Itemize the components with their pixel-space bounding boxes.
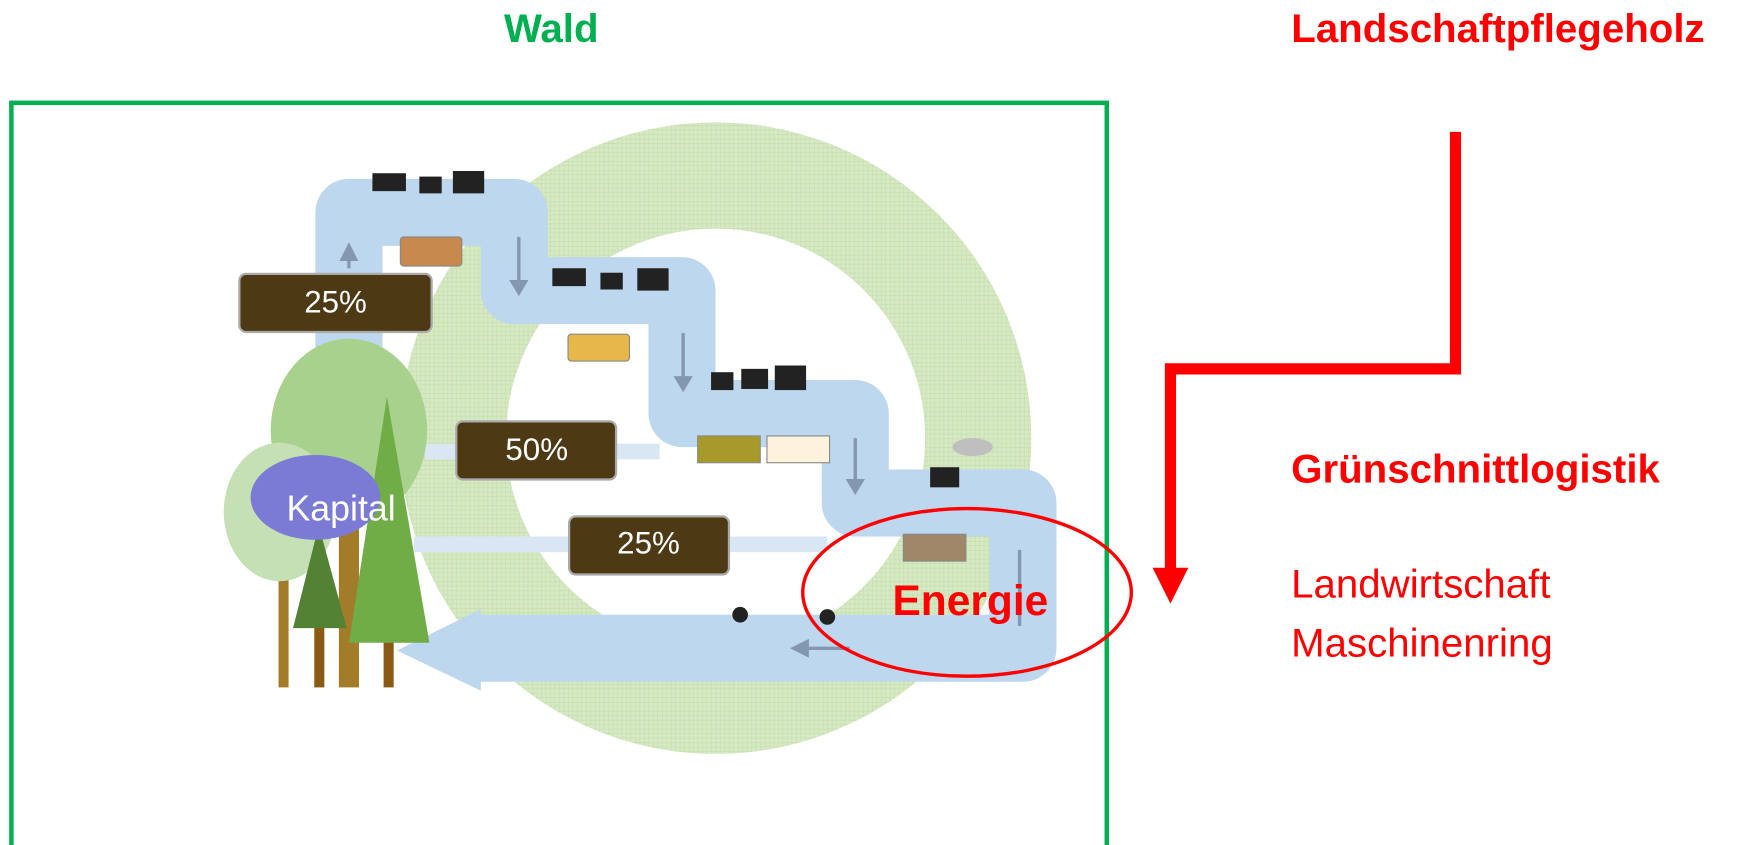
supply-arrow: [1170, 132, 1455, 572]
share-label: 25%: [617, 526, 680, 561]
supply-arrowhead: [1153, 568, 1189, 604]
energy-label: Energie: [892, 577, 1048, 624]
share-label: 50%: [505, 432, 568, 467]
capital-label: Kapital: [286, 488, 395, 528]
forest-title: Wald: [504, 6, 599, 51]
landscape-title: Landschaftpflegeholz: [1291, 6, 1704, 51]
share-label: 25%: [304, 284, 367, 319]
page: Wald Landschaftpflegeholz: [0, 0, 1753, 845]
logistics-line: Maschinenring: [1291, 621, 1553, 666]
logistics-title: Grünschnittlogistik: [1291, 446, 1660, 491]
logistics-line: Landwirtschaft: [1291, 561, 1550, 606]
